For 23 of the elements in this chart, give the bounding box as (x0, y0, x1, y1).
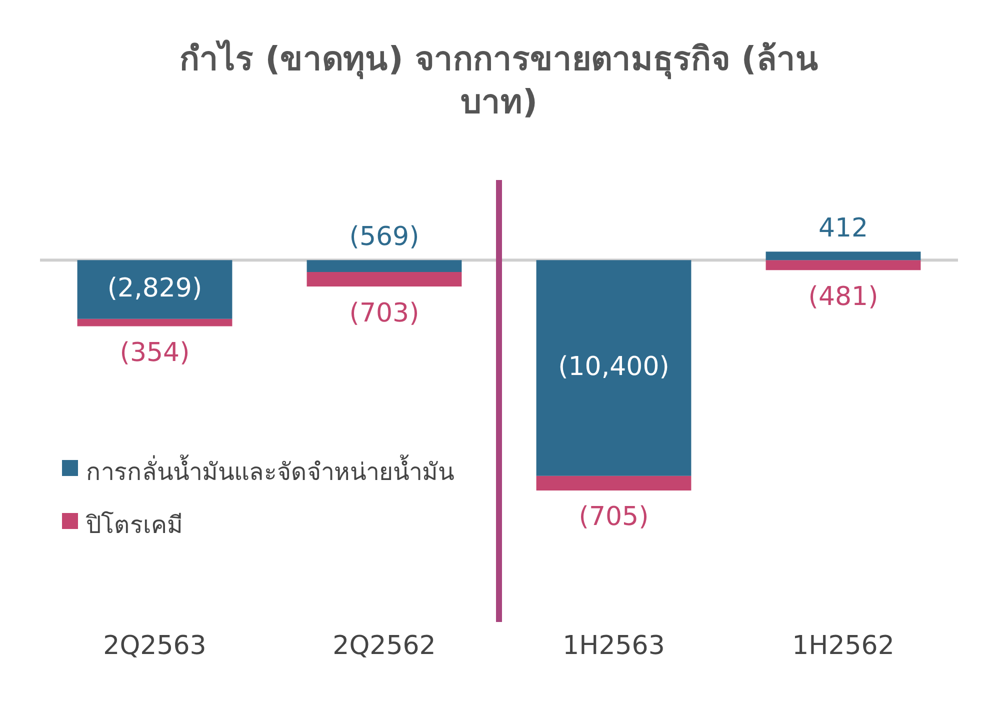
legend-label: การกลั่นน้ำมันและจัดจำหน่ายน้ำมัน (86, 454, 454, 488)
bar (77, 318, 232, 326)
data-label: (569) (349, 222, 420, 252)
chart-title: กำไร (ขาดทุน) จากการขายตามธุรกิจ (ล้านบาท) (178, 38, 820, 123)
bar (536, 260, 692, 476)
data-label: (2,829) (107, 273, 202, 304)
x-tick-label: 2Q2563 (103, 631, 206, 662)
bar (77, 260, 232, 319)
data-label: (481) (808, 282, 878, 312)
bar (766, 260, 921, 270)
data-label: (703) (349, 298, 420, 328)
x-tick-label: 1H2562 (792, 631, 894, 662)
data-label: (705) (578, 502, 649, 532)
data-label: 412 (818, 213, 868, 244)
data-label: (10,400) (558, 352, 670, 382)
bar (306, 260, 462, 272)
bar (536, 476, 692, 490)
bar (766, 252, 921, 260)
x-tick-label: 1H2563 (562, 631, 665, 662)
x-tick-label: 2Q2562 (332, 631, 436, 662)
bar (306, 272, 462, 287)
legend-label: ปิโตรเคมี (86, 510, 183, 541)
data-label: (354) (120, 338, 190, 368)
